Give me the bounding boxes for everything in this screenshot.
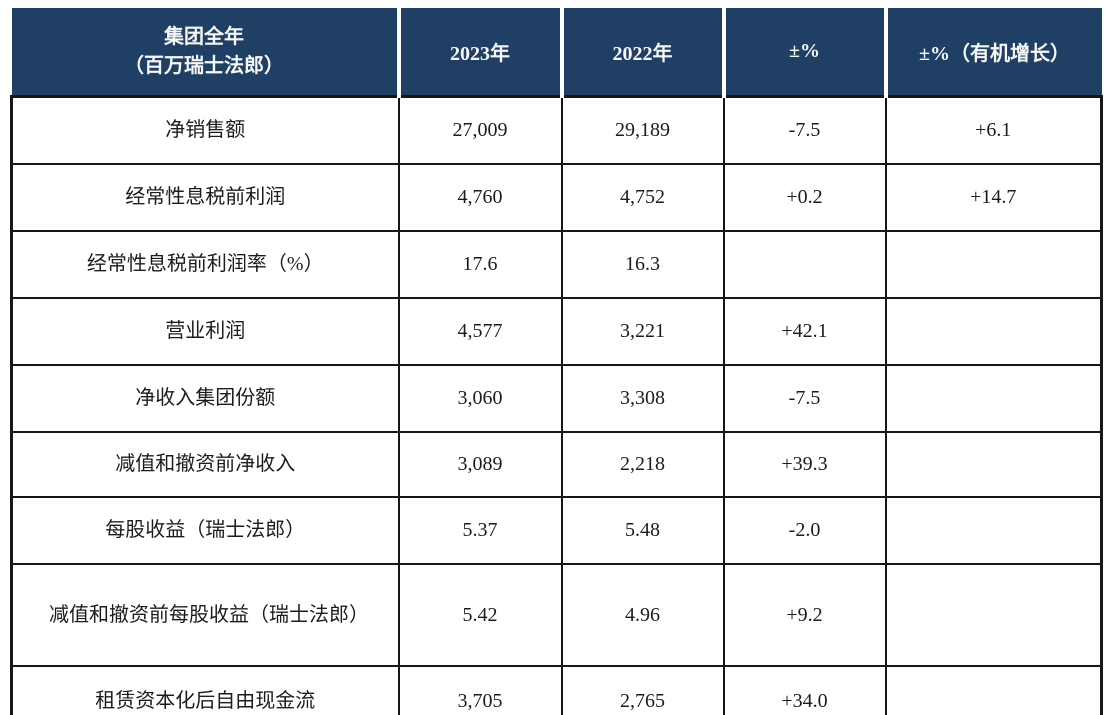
cell-delta-organic: [884, 563, 1103, 667]
cell-2023: 4,577: [397, 297, 563, 366]
header-2022: 2022年: [559, 8, 726, 97]
cell-2023: 4,760: [397, 163, 563, 232]
cell-delta-organic: +14.7: [884, 163, 1103, 232]
cell-delta: +9.2: [722, 563, 887, 667]
cell-delta-organic: +6.1: [884, 95, 1103, 165]
cell-delta-organic: [884, 431, 1103, 498]
row-label: 减值和撤资前净收入: [10, 431, 400, 498]
cell-2022: 2,765: [560, 665, 725, 715]
header-metric: 集团全年 （百万瑞士法郎）: [11, 8, 401, 97]
table-row: 经常性息税前利润 4,760 4,752 +0.2 +14.7: [10, 163, 1103, 232]
cell-delta: +0.2: [722, 163, 887, 232]
row-label: 营业利润: [10, 297, 400, 366]
table-row: 减值和撤资前每股收益（瑞士法郎） 5.42 4.96 +9.2: [10, 563, 1103, 667]
cell-2023: 5.42: [397, 563, 563, 667]
header-2023: 2023年: [396, 8, 564, 97]
table-row: 减值和撤资前净收入 3,089 2,218 +39.3: [10, 431, 1103, 498]
row-label: 净收入集团份额: [10, 364, 400, 433]
financial-summary-table: 集团全年 （百万瑞士法郎） 2023年 2022年 ±% ±%（有机增长） 净销…: [10, 8, 1103, 715]
row-label: 经常性息税前利润率（%）: [10, 230, 400, 299]
cell-2022: 3,308: [560, 364, 725, 433]
header-delta-organic: ±%（有机增长）: [883, 8, 1102, 97]
cell-2023: 3,089: [397, 431, 563, 498]
cell-2022: 16.3: [560, 230, 725, 299]
cell-delta-organic: [884, 364, 1103, 433]
cell-2022: 5.48: [560, 496, 725, 565]
cell-2023: 17.6: [397, 230, 563, 299]
row-label: 每股收益（瑞士法郎）: [10, 496, 400, 565]
cell-delta-organic: [884, 297, 1103, 366]
row-label: 租赁资本化后自由现金流: [10, 665, 400, 715]
cell-2022: 4.96: [560, 563, 725, 667]
cell-delta: +39.3: [722, 431, 887, 498]
cell-2022: 4,752: [560, 163, 725, 232]
header-row: 集团全年 （百万瑞士法郎） 2023年 2022年 ±% ±%（有机增长）: [11, 8, 1102, 97]
cell-delta: +42.1: [722, 297, 887, 366]
cell-2023: 3,705: [397, 665, 563, 715]
cell-2023: 3,060: [397, 364, 563, 433]
cell-2023: 27,009: [397, 95, 563, 165]
cell-delta: -7.5: [722, 364, 887, 433]
cell-2022: 29,189: [560, 95, 725, 165]
header-metric-line2: （百万瑞士法郎）: [124, 54, 284, 77]
header-metric-line1: 集团全年: [164, 25, 244, 48]
cell-2022: 2,218: [560, 431, 725, 498]
row-label: 净销售额: [10, 95, 400, 165]
row-label: 经常性息税前利润: [10, 163, 400, 232]
cell-delta-organic: [884, 496, 1103, 565]
table-row: 净收入集团份额 3,060 3,308 -7.5: [10, 364, 1103, 433]
table-row: 每股收益（瑞士法郎） 5.37 5.48 -2.0: [10, 496, 1103, 565]
table-row: 经常性息税前利润率（%） 17.6 16.3: [10, 230, 1103, 299]
cell-2023: 5.37: [397, 496, 563, 565]
row-label: 减值和撤资前每股收益（瑞士法郎）: [10, 563, 400, 667]
header-delta-percent: ±%: [721, 8, 888, 97]
cell-delta-organic: [884, 230, 1103, 299]
cell-2022: 3,221: [560, 297, 725, 366]
cell-delta: -2.0: [722, 496, 887, 565]
table-row: 营业利润 4,577 3,221 +42.1: [10, 297, 1103, 366]
cell-delta: +34.0: [722, 665, 887, 715]
table-row: 租赁资本化后自由现金流 3,705 2,765 +34.0: [10, 665, 1103, 715]
cell-delta: -7.5: [722, 95, 887, 165]
table-row: 净销售额 27,009 29,189 -7.5 +6.1: [10, 95, 1103, 165]
cell-delta-organic: [884, 665, 1103, 715]
cell-delta: [722, 230, 887, 299]
